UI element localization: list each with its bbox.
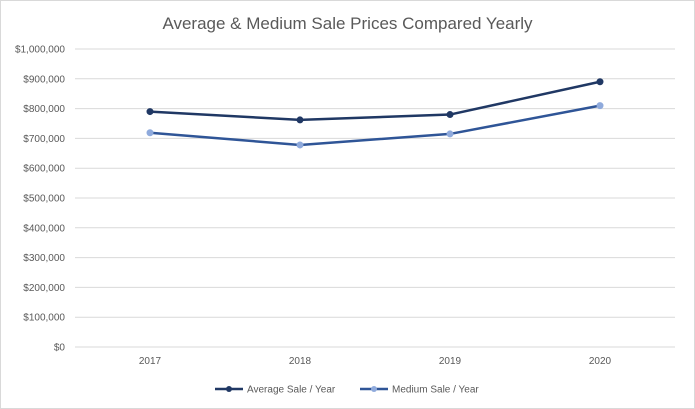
legend-marker	[226, 386, 232, 392]
data-point	[596, 78, 604, 86]
series-line-1	[149, 80, 601, 122]
y-tick-label: $700,000	[23, 134, 65, 145]
y-tick-label: $900,000	[23, 74, 65, 85]
data-point	[296, 116, 304, 124]
data-point	[446, 130, 454, 138]
y-tick-label: $500,000	[23, 194, 65, 205]
y-tick-label: $600,000	[23, 164, 65, 175]
x-tick-label: 2017	[139, 356, 162, 367]
data-point	[596, 102, 604, 110]
legend-label: Average Sale / Year	[247, 385, 336, 396]
data-point	[446, 111, 454, 119]
series-group	[146, 78, 604, 149]
legend-item-2[interactable]: Medium Sale / Year	[360, 385, 479, 396]
y-axis-ticks: $0 $100,000 $200,000 $300,000 $400,000 $500,0…	[15, 45, 65, 354]
data-point	[296, 141, 304, 149]
x-tick-label: 2020	[589, 356, 612, 367]
y-tick-label: $0	[54, 343, 66, 354]
y-tick-label: $400,000	[23, 223, 65, 234]
y-tick-label: $800,000	[23, 104, 65, 115]
y-tick-label: $300,000	[23, 253, 65, 264]
data-point	[146, 108, 154, 116]
y-tick-label: $100,000	[23, 313, 65, 324]
gridlines	[75, 48, 675, 348]
x-tick-label: 2019	[439, 356, 462, 367]
x-axis-ticks: 2017 2018 2019 2020	[139, 356, 612, 367]
series-line-2	[149, 104, 601, 147]
legend[interactable]: Average Sale / Year Medium Sale / Year	[215, 385, 479, 396]
y-tick-label: $1,000,000	[15, 45, 65, 56]
legend-marker	[371, 386, 377, 392]
legend-label: Medium Sale / Year	[392, 385, 479, 396]
legend-item-1[interactable]: Average Sale / Year	[215, 385, 336, 396]
x-tick-label: 2018	[289, 356, 312, 367]
data-point	[146, 129, 154, 137]
chart-title: Average & Medium Sale Prices Compared Ye…	[162, 14, 533, 33]
y-tick-label: $200,000	[23, 283, 65, 294]
